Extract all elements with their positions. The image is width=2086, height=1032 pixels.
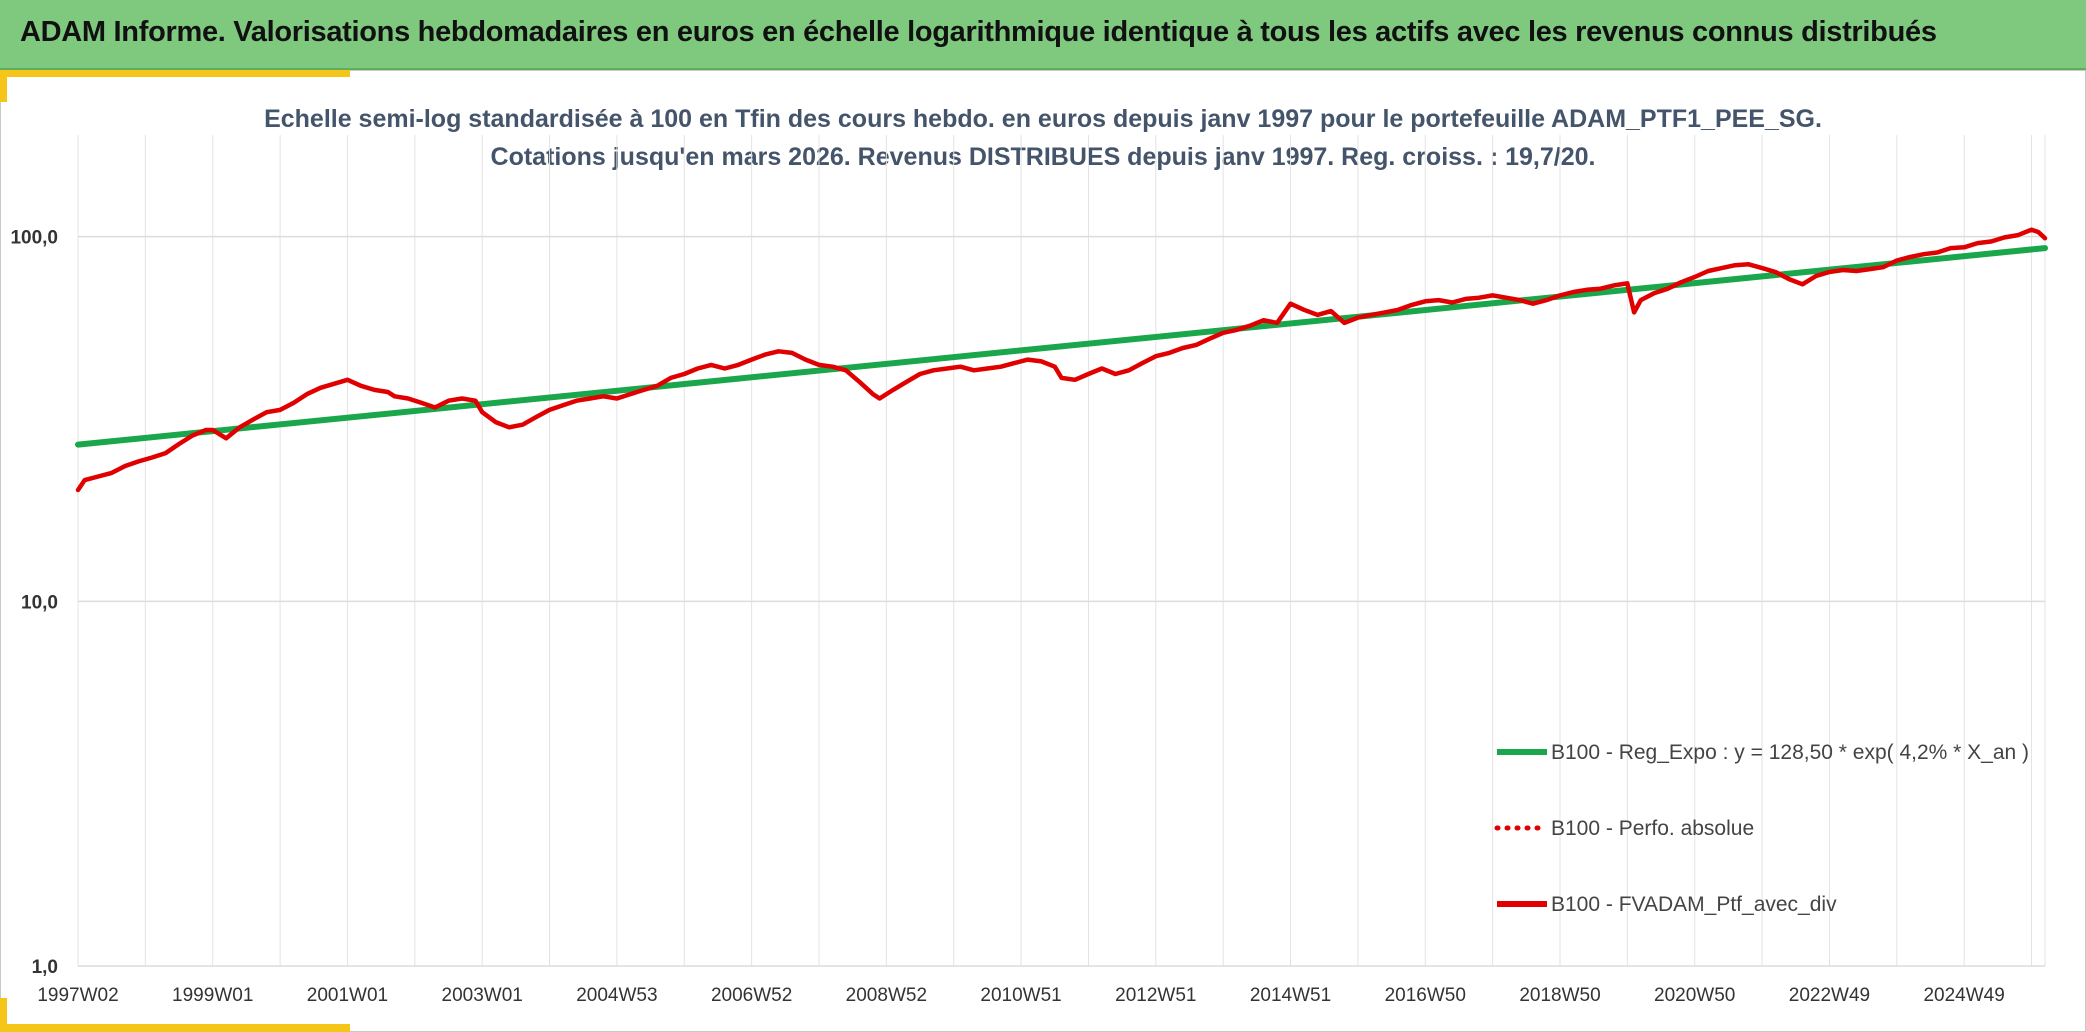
y-tick-label: 10,0 [21,592,58,613]
x-tick-label: 2001W01 [307,985,388,1006]
legend-entry-2: B100 - FVADAM_Ptf_avec_div [1551,893,1837,916]
x-tick-label: 2014W51 [1250,985,1331,1006]
x-tick-label: 1999W01 [172,985,253,1006]
x-tick-label: 2016W50 [1385,985,1466,1006]
series-line-2 [75,227,2048,493]
x-tick-label: 2003W01 [442,985,523,1006]
x-tick-label: 2020W50 [1654,985,1735,1006]
x-tick-label: 2024W49 [1923,985,2004,1006]
x-tick-label: 2012W51 [1115,985,1196,1006]
x-tick-label: 2010W51 [980,985,1061,1006]
x-tick-label: 2004W53 [576,985,657,1006]
y-tick-label: 100,0 [10,228,58,249]
accent-bar-bottom [0,1024,350,1032]
header-banner: ADAM Informe. Valorisations hebdomadaire… [0,0,2086,70]
chart-title: Echelle semi-log standardisée à 100 en T… [0,100,2086,176]
accent-bar-left-top [0,70,7,102]
accent-bar-left-bottom [0,998,7,1032]
x-tick-label: 2008W52 [846,985,927,1006]
legend-entry-1: B100 - Perfo. absolue [1551,817,1754,840]
grid [77,135,2046,967]
series-layer [75,227,2048,493]
page-title: ADAM Informe. Valorisations hebdomadaire… [20,16,1937,48]
x-tick-label: 2006W52 [711,985,792,1006]
x-tick-label: 1997W02 [37,985,118,1006]
tick-labels: 1,0 10,0 100,0 1997W02 1999W01 2001W01 2003W01… [10,228,2004,1006]
legend-entry-0: B100 - Reg_Expo : y = 128,50 * exp( 4,2%… [1551,741,2029,764]
x-tick-label: 2018W50 [1519,985,1600,1006]
legend: B100 - Reg_Expo : y = 128,50 * exp( 4,2%… [1494,741,2029,916]
chart-title-line-2: Cotations jusqu'en mars 2026. Revenus DI… [490,143,1596,171]
x-tick-label: 2022W49 [1789,985,1870,1006]
y-tick-label: 1,0 [32,957,58,978]
accent-bar-top [0,70,350,77]
series-line-0 [75,245,2048,448]
chart-title-line-1: Echelle semi-log standardisée à 100 en T… [264,105,1822,133]
